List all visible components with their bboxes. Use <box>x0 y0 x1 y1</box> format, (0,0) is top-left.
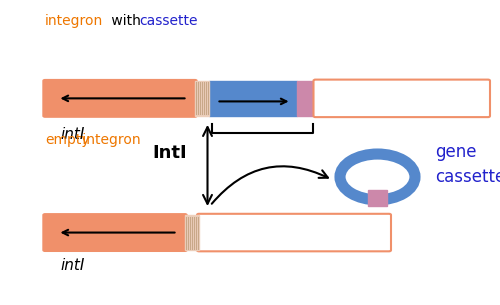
Text: empty: empty <box>45 133 90 147</box>
FancyBboxPatch shape <box>296 81 316 116</box>
FancyBboxPatch shape <box>197 214 391 251</box>
Text: intI: intI <box>60 258 84 273</box>
Text: gene
cassette: gene cassette <box>435 143 500 186</box>
FancyBboxPatch shape <box>314 80 490 117</box>
Text: cassette: cassette <box>139 14 198 28</box>
FancyBboxPatch shape <box>185 215 199 250</box>
FancyBboxPatch shape <box>195 81 209 116</box>
Text: integron: integron <box>78 133 140 147</box>
FancyBboxPatch shape <box>43 214 187 251</box>
Text: intI: intI <box>60 127 84 142</box>
FancyBboxPatch shape <box>209 81 296 116</box>
Text: with: with <box>107 14 145 28</box>
Text: integron: integron <box>45 14 104 28</box>
FancyArrowPatch shape <box>212 166 328 204</box>
FancyBboxPatch shape <box>368 190 387 206</box>
Text: IntI: IntI <box>152 144 187 162</box>
FancyBboxPatch shape <box>43 80 197 117</box>
